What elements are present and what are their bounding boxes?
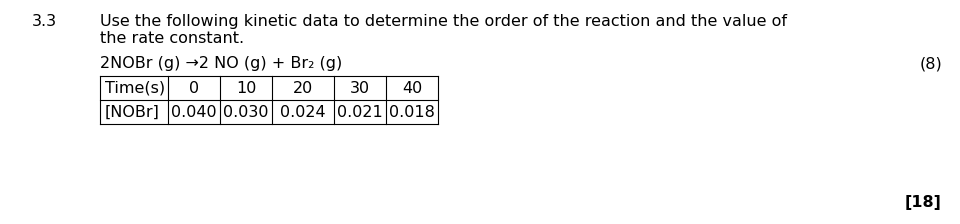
Text: 40: 40 — [402, 80, 422, 95]
Text: 0.018: 0.018 — [389, 105, 435, 119]
Text: 10: 10 — [236, 80, 256, 95]
Text: the rate constant.: the rate constant. — [100, 31, 244, 46]
Text: (8): (8) — [920, 56, 942, 71]
Text: [18]: [18] — [905, 195, 942, 210]
Text: 2NOBr (g) →2 NO (g) + Br₂ (g): 2NOBr (g) →2 NO (g) + Br₂ (g) — [100, 56, 343, 71]
Text: 20: 20 — [293, 80, 313, 95]
Text: 0: 0 — [189, 80, 199, 95]
Text: Use the following kinetic data to determine the order of the reaction and the va: Use the following kinetic data to determ… — [100, 14, 787, 29]
Text: 0.040: 0.040 — [171, 105, 217, 119]
Text: 0.024: 0.024 — [280, 105, 325, 119]
Text: 0.021: 0.021 — [337, 105, 383, 119]
Text: 3.3: 3.3 — [32, 14, 58, 29]
Text: [NOBr]: [NOBr] — [105, 105, 160, 119]
Text: 0.030: 0.030 — [224, 105, 269, 119]
Text: 30: 30 — [350, 80, 370, 95]
Text: Time(s): Time(s) — [105, 80, 165, 95]
